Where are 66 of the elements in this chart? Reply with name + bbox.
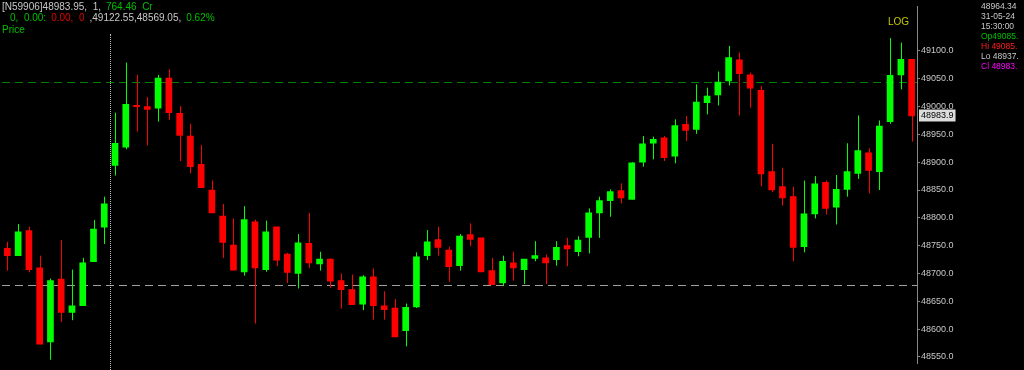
annotation: [N59906]48983.95, 1, xyxy=(2,1,101,12)
candlestick xyxy=(337,272,345,310)
candlestick xyxy=(305,212,313,269)
candlestick xyxy=(326,257,334,289)
candlestick xyxy=(660,135,668,162)
candlestick xyxy=(746,72,754,109)
annotation: 0, 0.00: xyxy=(10,12,47,23)
candlestick xyxy=(111,112,119,177)
text: Cl 48983. xyxy=(981,61,1018,71)
text: Op49085. xyxy=(981,31,1019,41)
y-tick-label: 48900.0 xyxy=(921,156,954,167)
text: 15:30:00 xyxy=(981,21,1015,31)
candlestick xyxy=(283,252,291,284)
y-tick-label: 48950.0 xyxy=(921,128,954,139)
text: Hi 49085. xyxy=(981,41,1018,51)
annotation: ,49122.55,48569.05, xyxy=(89,12,182,23)
candlestick xyxy=(865,147,872,194)
candlestick xyxy=(606,188,614,218)
candlestick xyxy=(596,196,603,239)
y-tick-label: 49050.0 xyxy=(921,73,954,84)
candlestick xyxy=(423,229,431,261)
candlestick xyxy=(843,142,851,198)
annotation: 0.00, 0 xyxy=(51,12,85,23)
candlestick xyxy=(531,240,539,262)
candlestick xyxy=(509,251,517,282)
y-tick-label: 48750.0 xyxy=(921,240,954,251)
y-tick-label: 48600.0 xyxy=(921,323,954,334)
candlestick xyxy=(434,226,442,257)
candlestick xyxy=(617,182,625,204)
annotation: 764.46 Cr xyxy=(105,1,153,12)
annotation: 48983.9 xyxy=(921,109,954,120)
candlestick xyxy=(380,290,388,321)
candlestick xyxy=(143,96,151,146)
text: Lo 48937. xyxy=(981,51,1019,61)
candlestick xyxy=(553,240,560,267)
candlestick xyxy=(466,222,474,247)
candlestick xyxy=(133,74,140,133)
candlestick xyxy=(68,269,76,321)
candlestick xyxy=(639,135,646,168)
text: 48964.34 xyxy=(981,1,1017,11)
annotation: LOG xyxy=(888,16,910,27)
text: 31-05-24 xyxy=(981,11,1016,21)
annotation: Price xyxy=(2,24,25,35)
candlestick xyxy=(649,136,657,160)
candlestick xyxy=(176,105,183,162)
candlestick xyxy=(832,174,840,225)
annotation: 0.62% xyxy=(186,12,215,23)
candlestick xyxy=(4,241,11,272)
candlestick xyxy=(316,251,323,272)
y-tick-label: 48550.0 xyxy=(921,351,954,362)
candlestick xyxy=(445,246,453,283)
candlestick xyxy=(488,257,496,286)
candlestick xyxy=(779,167,786,207)
y-tick-label: 48850.0 xyxy=(921,184,954,195)
y-tick-label: 49100.0 xyxy=(921,45,954,56)
y-tick-label: 48800.0 xyxy=(921,212,954,223)
y-tick-label: 48700.0 xyxy=(921,267,954,278)
y-tick-label: 49000.0 xyxy=(921,101,954,112)
candlestick xyxy=(499,255,506,287)
candlestick xyxy=(348,274,356,306)
candlestick xyxy=(682,115,689,142)
candlestick xyxy=(854,114,862,180)
y-tick-label: 48650.0 xyxy=(921,295,954,306)
candlestick xyxy=(768,143,776,193)
candlestick xyxy=(736,52,743,116)
candlestick xyxy=(542,254,549,285)
